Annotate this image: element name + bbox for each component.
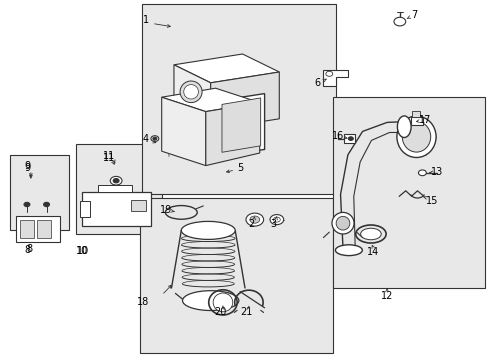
Text: 9: 9 [24,161,30,171]
Circle shape [273,217,280,222]
Text: 12: 12 [381,291,393,301]
Bar [16,216,60,242]
Polygon shape [222,98,261,152]
Bar [37,220,51,238]
Bar [82,192,151,226]
Circle shape [394,17,406,26]
Bar [333,97,485,288]
Circle shape [153,137,157,140]
Text: 16: 16 [332,131,344,141]
Polygon shape [211,72,279,130]
Text: 11: 11 [103,153,115,163]
Text: 19: 19 [160,204,172,215]
Circle shape [270,215,284,225]
Bar [140,198,333,353]
Text: 17: 17 [419,114,432,125]
Circle shape [44,202,49,207]
Ellipse shape [180,81,202,103]
Text: 15: 15 [426,196,439,206]
Text: 20: 20 [214,307,227,318]
Bar [131,200,146,211]
Polygon shape [162,88,260,112]
Ellipse shape [181,221,235,239]
Circle shape [110,176,122,185]
Text: 8: 8 [25,245,31,255]
Polygon shape [174,54,279,83]
Circle shape [348,137,353,140]
Bar [344,134,355,143]
Ellipse shape [361,228,381,240]
Ellipse shape [402,122,431,152]
Bar [412,111,420,117]
Text: 10: 10 [76,246,89,256]
Bar [98,185,132,192]
Bar [411,117,423,125]
Ellipse shape [213,293,233,312]
Circle shape [113,179,119,183]
Text: 4: 4 [143,134,149,144]
Bar [10,155,69,230]
Circle shape [151,136,159,141]
Text: 3: 3 [270,219,276,229]
Ellipse shape [335,245,363,256]
Text: 18: 18 [137,297,149,307]
Polygon shape [218,94,265,157]
Ellipse shape [182,291,239,310]
Bar [76,144,162,234]
Text: 14: 14 [368,247,379,257]
Circle shape [246,213,264,226]
Circle shape [250,216,260,223]
Text: 2: 2 [248,219,254,229]
Text: 21: 21 [240,307,252,318]
Bar [80,201,90,217]
Polygon shape [162,97,206,166]
Text: 11: 11 [103,150,115,161]
Bar [20,220,34,238]
Text: 10: 10 [77,246,89,256]
Bar [142,4,336,194]
Circle shape [24,202,30,207]
Circle shape [326,71,333,76]
Text: 9: 9 [24,163,30,174]
Text: 8: 8 [26,244,32,254]
Polygon shape [174,65,211,130]
Ellipse shape [184,85,198,99]
Ellipse shape [397,116,436,158]
Circle shape [418,170,426,176]
Ellipse shape [332,212,354,234]
Ellipse shape [397,116,411,138]
Text: 13: 13 [431,167,443,177]
Text: 1: 1 [143,15,149,25]
Text: 7: 7 [411,10,417,20]
Polygon shape [323,70,348,86]
Polygon shape [206,103,260,166]
Text: 6: 6 [315,78,320,88]
Ellipse shape [336,216,350,230]
Text: 5: 5 [237,163,243,174]
